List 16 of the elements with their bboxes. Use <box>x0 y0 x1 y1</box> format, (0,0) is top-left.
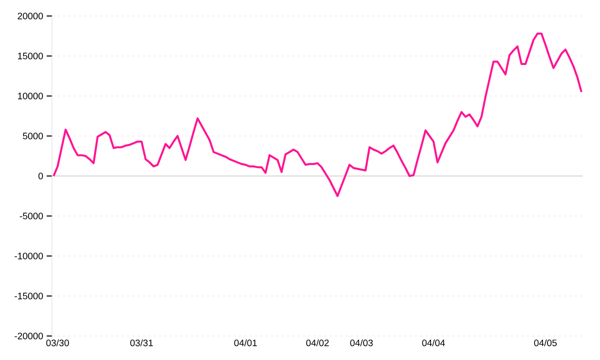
y-tick-label: 10000 <box>18 92 43 100</box>
y-tick-label: -5000 <box>20 212 43 220</box>
x-tick-label: 03/30 <box>46 339 69 346</box>
y-tick-label: 5000 <box>22 132 43 140</box>
y-tick-label: 15000 <box>18 52 43 60</box>
y-tick-label: -10000 <box>14 252 43 260</box>
y-tick-label: 0 <box>38 172 43 180</box>
y-tick-label: -20000 <box>14 332 43 340</box>
x-tick-label: 03/31 <box>130 339 153 346</box>
x-tick-label: 04/05 <box>534 339 557 346</box>
x-tick-label: 04/04 <box>422 339 445 346</box>
y-tick-label: -15000 <box>14 292 43 300</box>
y-tick-label: 20000 <box>18 12 43 20</box>
x-tick-label: 04/03 <box>350 339 373 346</box>
x-tick-label: 04/01 <box>234 339 257 346</box>
x-tick-label: 04/02 <box>306 339 329 346</box>
